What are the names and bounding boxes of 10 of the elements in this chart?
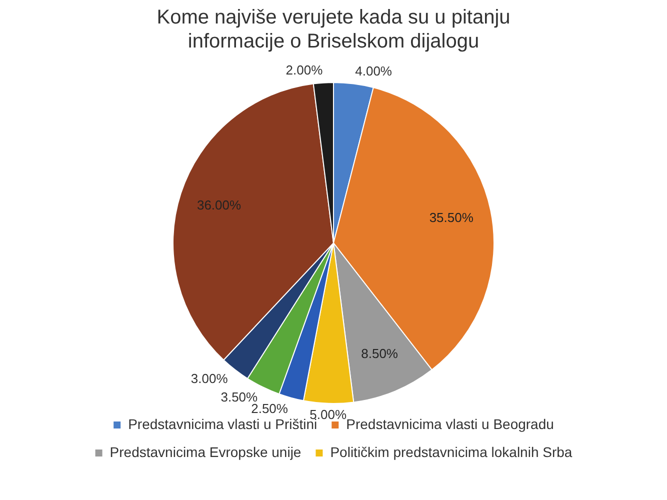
legend-label: Političkim predstavnicima lokalnih Srba	[330, 444, 572, 460]
legend-label: Predstavnicima Evropske unije	[110, 444, 302, 460]
chart-title: Kome najviše verujete kada su u pitanju informacije o Briselskom dijalogu	[156, 6, 510, 53]
data-label: 35.50%	[429, 210, 474, 226]
data-label: 3.00%	[190, 370, 228, 386]
data-label: 36.00%	[196, 197, 242, 212]
data-label: 8.50%	[361, 346, 398, 361]
data-label: 4.00%	[355, 63, 392, 78]
legend-label: Predstavnicima vlasti u Beogradu	[346, 416, 554, 432]
data-label: 2.00%	[286, 62, 324, 78]
